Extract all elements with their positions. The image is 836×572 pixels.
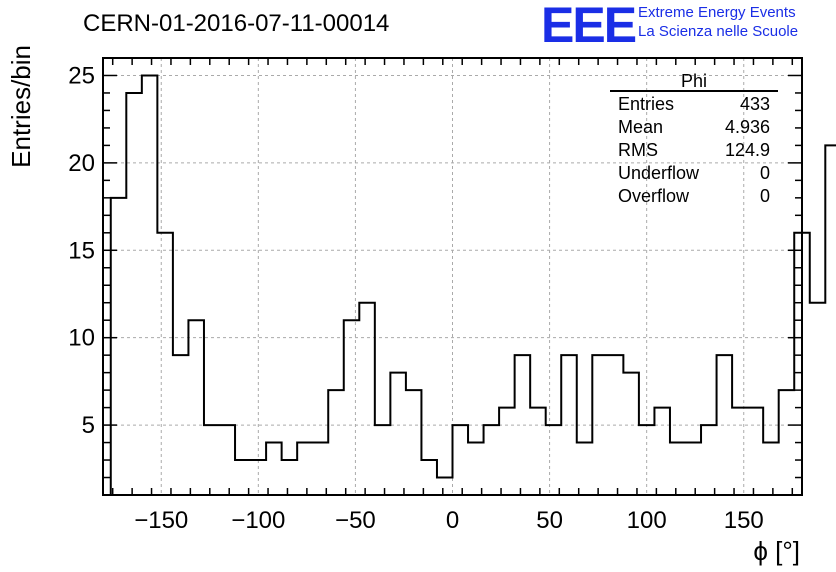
y-axis-ticks: 5 10 15 20 25 [68, 57, 802, 496]
stats-value: 433 [740, 94, 770, 114]
plot-frame [102, 57, 803, 496]
x-tick-label: −100 [231, 507, 285, 534]
y-tick-label: 5 [82, 412, 95, 439]
y-tick-label: 25 [68, 62, 95, 89]
stats-rows: Entries 433 Mean 4.936 RMS 124.9 Underflow 0 Ove… [618, 94, 770, 206]
x-axis-ticks: −150 −100 −50 0 50 100 150 [111, 58, 794, 534]
histogram-outline [109, 74, 836, 495]
stats-label: RMS [618, 140, 658, 160]
stats-box-title: Phi [681, 71, 707, 91]
stats-box: Phi Entries 433 Mean 4.936 RMS 124.9 Underflow… [610, 71, 778, 206]
chart-title: CERN-01-2016-07-11-00014 [83, 10, 390, 37]
x-tick-label: 100 [627, 507, 667, 534]
y-axis-label: Entries/bin [6, 45, 36, 168]
x-tick-label: 0 [446, 507, 459, 534]
stats-value: 4.936 [725, 117, 770, 137]
logo-line-2: La Scienza nelle Scuole [638, 23, 799, 40]
stats-value: 124.9 [725, 140, 770, 160]
y-tick-label: 15 [68, 237, 95, 264]
x-axis-label: ϕ [°] [753, 536, 800, 566]
stats-value: 0 [760, 163, 770, 183]
x-tick-label: 150 [724, 507, 764, 534]
y-tick-label: 10 [68, 325, 95, 352]
stats-label: Underflow [618, 163, 700, 183]
eee-logo-mark: EEE [541, 0, 637, 53]
stats-label: Overflow [618, 186, 690, 206]
stats-label: Entries [618, 94, 674, 114]
y-tick-label: 20 [68, 150, 95, 177]
eee-logo-text: Extreme Energy Events La Scienza nelle S… [638, 3, 798, 41]
stats-value: 0 [760, 186, 770, 206]
logo-line-1: Extreme Energy Events [638, 4, 796, 21]
x-tick-label: −50 [335, 507, 376, 534]
stats-label: Mean [618, 117, 663, 137]
x-tick-label: −150 [134, 507, 188, 534]
x-tick-label: 50 [536, 507, 563, 534]
grid-lines [103, 58, 802, 495]
